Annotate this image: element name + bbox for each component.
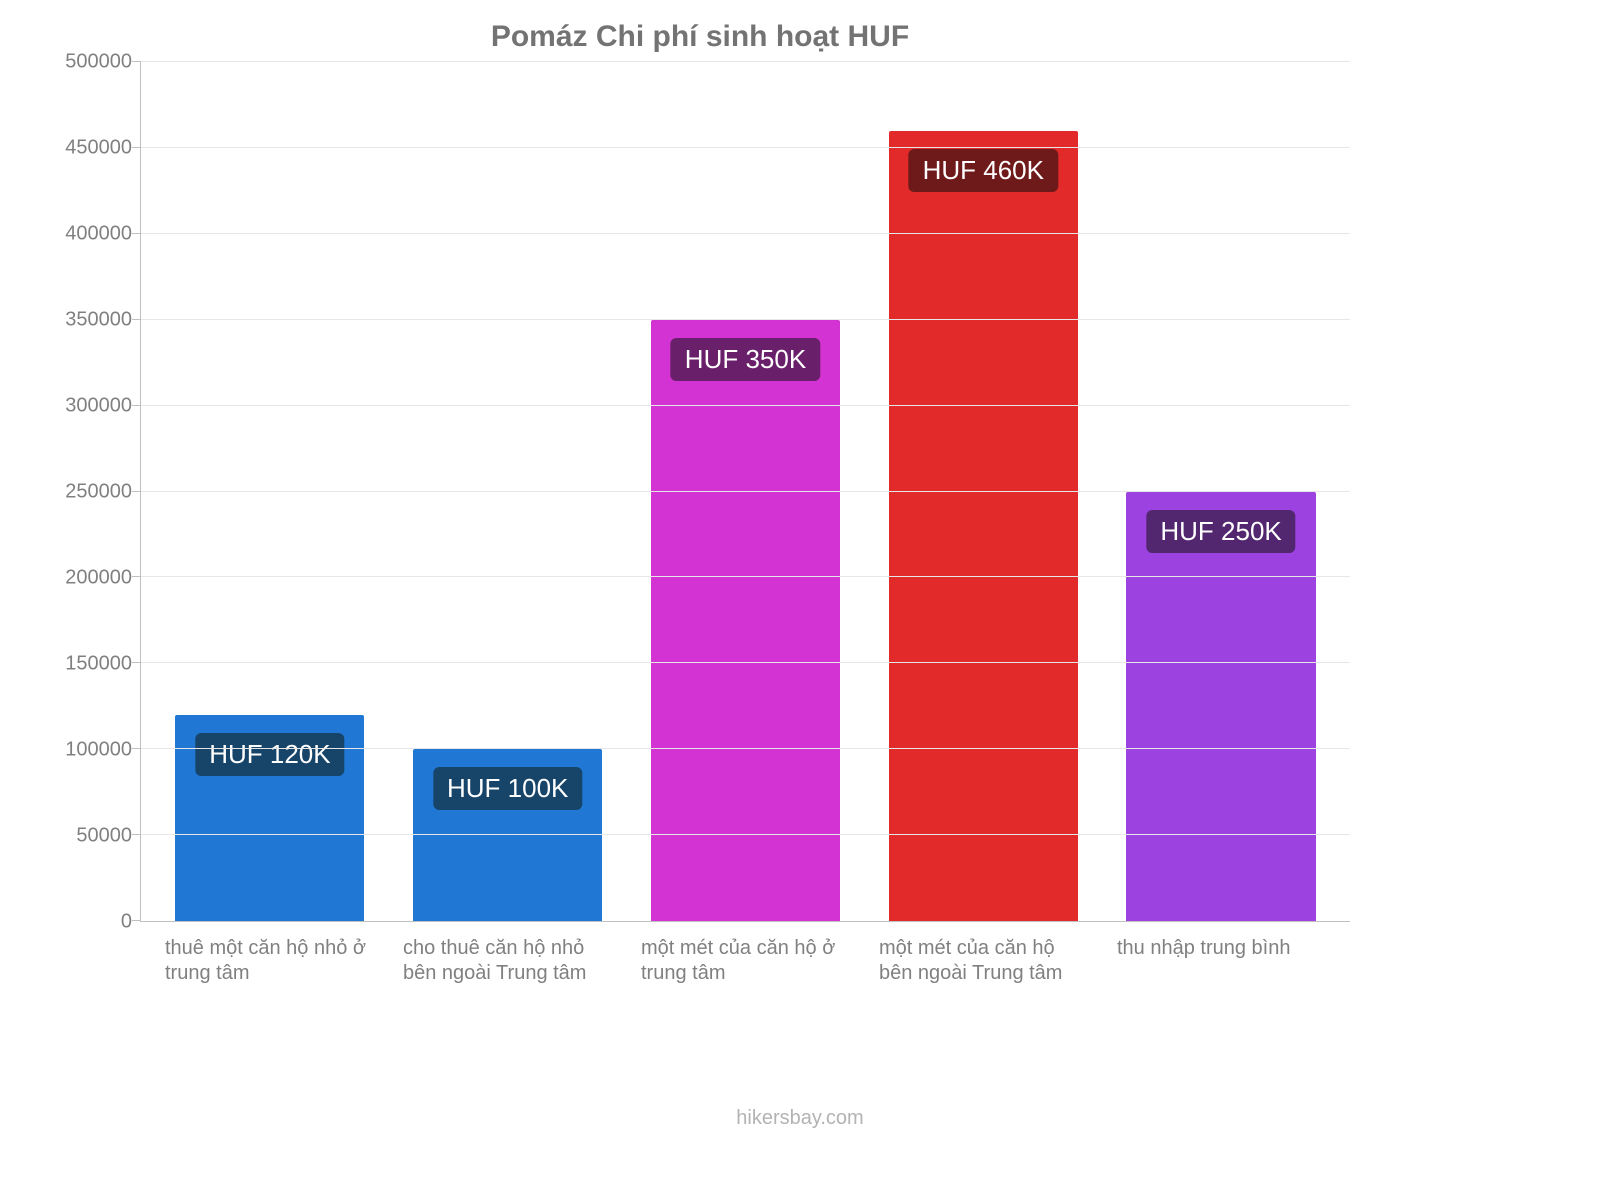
y-axis: 0500001000001500002000002500003000003500… <box>50 62 140 922</box>
bar: HUF 460K <box>889 131 1078 921</box>
y-tick-label: 0 <box>121 911 132 934</box>
bar: HUF 250K <box>1126 492 1315 922</box>
y-tick-mark <box>132 405 141 406</box>
y-tick-mark <box>132 491 141 492</box>
y-tick-mark <box>132 319 141 320</box>
y-tick-label: 300000 <box>65 395 132 418</box>
bar-value-label: HUF 100K <box>433 767 582 810</box>
x-category-label: thu nhập trung bình <box>1111 922 1331 986</box>
y-tick-mark <box>132 61 141 62</box>
bar-slot: HUF 120K <box>160 62 380 921</box>
x-category-label: một mét của căn hộ bên ngoài Trung tâm <box>873 922 1093 986</box>
bar-chart: Pomáz Chi phí sinh hoạt HUF 0 50000 100000… <box>50 20 1350 1020</box>
gridline <box>141 576 1350 577</box>
bar: HUF 120K <box>175 715 364 921</box>
credit-text: hikersbay.com <box>0 1107 1600 1130</box>
bar: HUF 350K <box>651 320 840 921</box>
bar-slot: HUF 460K <box>873 62 1093 921</box>
y-tick-label: 50000 <box>76 825 132 848</box>
gridline <box>141 233 1350 234</box>
gridline <box>141 147 1350 148</box>
y-tick-label: 200000 <box>65 567 132 590</box>
y-tick-label: 150000 <box>65 653 132 676</box>
bar-slot: HUF 100K <box>398 62 618 921</box>
y-tick-label: 250000 <box>65 481 132 504</box>
bar-slot: HUF 350K <box>635 62 855 921</box>
gridline <box>141 61 1350 62</box>
x-axis: thuê một căn hộ nhỏ ở trung tâm cho thuê … <box>140 922 1350 986</box>
y-tick-label: 350000 <box>65 309 132 332</box>
y-tick-mark <box>132 748 141 749</box>
bar-value-label: HUF 250K <box>1146 510 1295 553</box>
gridline <box>141 662 1350 663</box>
bar-value-label: HUF 350K <box>671 338 820 381</box>
x-category-label: cho thuê căn hộ nhỏ bên ngoài Trung tâm <box>397 922 617 986</box>
bar-value-label: HUF 460K <box>909 149 1058 192</box>
gridline <box>141 834 1350 835</box>
bars-container: HUF 120K HUF 100K HUF 350K HUF 460K HUF 250K <box>141 62 1350 921</box>
bar-slot: HUF 250K <box>1111 62 1331 921</box>
bar-value-label: HUF 120K <box>195 733 344 776</box>
gridline <box>141 491 1350 492</box>
y-tick-mark <box>132 834 141 835</box>
y-tick-mark <box>132 920 141 921</box>
y-tick-mark <box>132 662 141 663</box>
gridline <box>141 405 1350 406</box>
gridline <box>141 748 1350 749</box>
y-tick-mark <box>132 576 141 577</box>
x-category-label: một mét của căn hộ ở trung tâm <box>635 922 855 986</box>
y-tick-mark <box>132 147 141 148</box>
y-tick-mark <box>132 233 141 234</box>
y-tick-label: 100000 <box>65 739 132 762</box>
y-tick-label: 500000 <box>65 51 132 74</box>
plot: HUF 120K HUF 100K HUF 350K HUF 460K HUF 250K <box>140 62 1350 922</box>
y-tick-label: 450000 <box>65 137 132 160</box>
y-tick-label: 400000 <box>65 223 132 246</box>
plot-area: 0500001000001500002000002500003000003500… <box>50 62 1350 922</box>
x-category-label: thuê một căn hộ nhỏ ở trung tâm <box>159 922 379 986</box>
gridline <box>141 319 1350 320</box>
chart-title: Pomáz Chi phí sinh hoạt HUF <box>50 20 1350 54</box>
